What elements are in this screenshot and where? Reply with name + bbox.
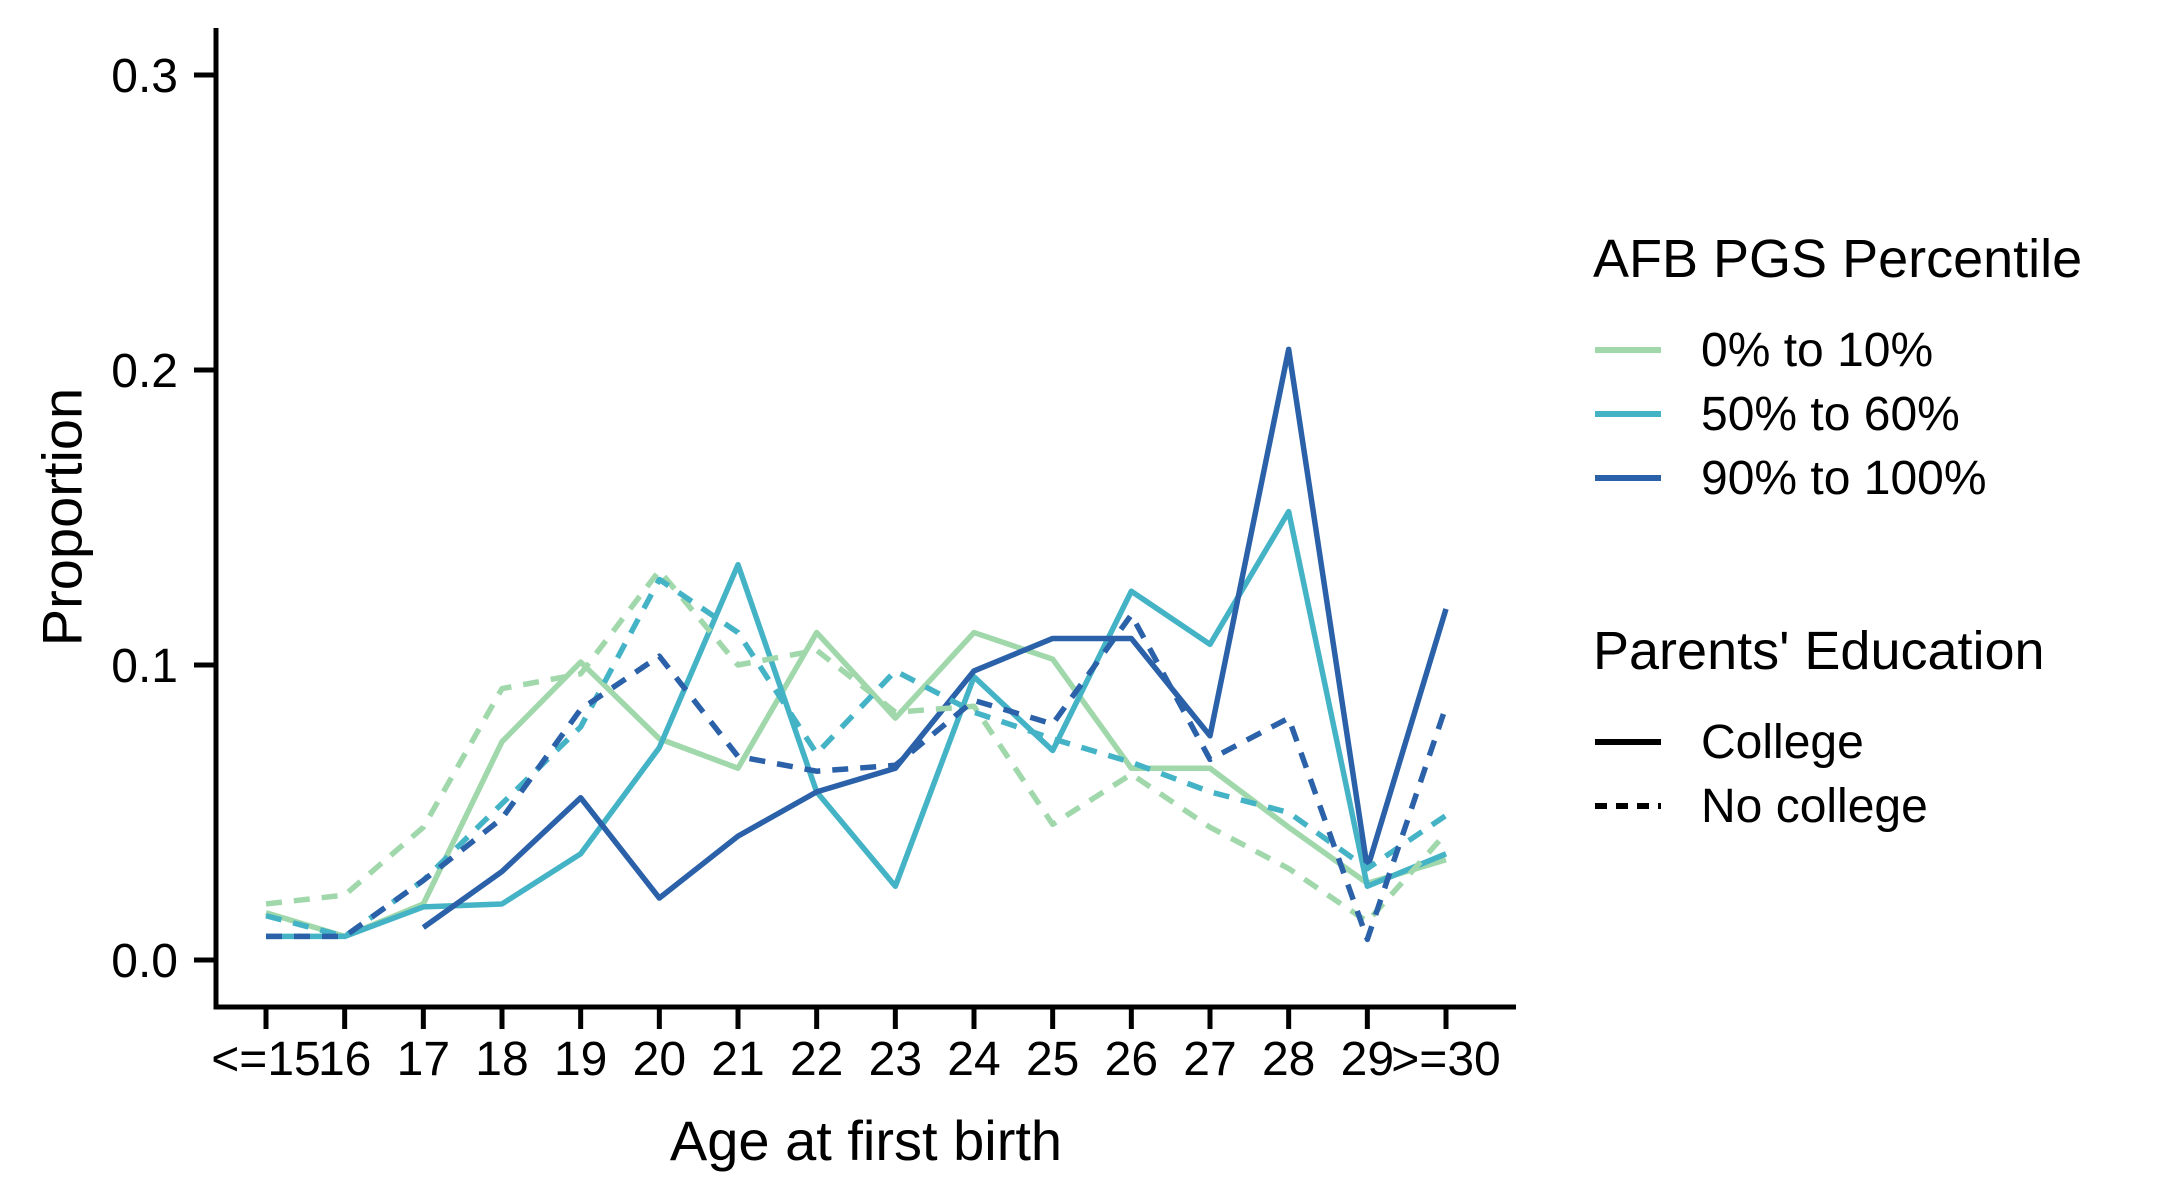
legend-label: 50% to 60% [1701,387,1960,441]
x-axis-title: Age at first birth [669,1109,1063,1172]
x-tick-label: 27 [1183,1033,1236,1086]
y-tick-label: 0.2 [111,345,178,398]
x-tick-label: 26 [1105,1033,1158,1086]
legend-item-0-to-10-: 0% to 10% [1593,318,2082,382]
series-line-50-to-60-college [266,508,1448,940]
legend-label: 90% to 100% [1701,451,1987,505]
series-line-0-to-10-college [265,629,1447,940]
y-tick-label: 0.1 [111,640,178,693]
legend-swatch-90-to-100- [1593,463,1663,493]
legend-swatch-50-to-60- [1593,399,1663,429]
series-line-50-to-60-no-college [265,576,1448,940]
legend-swatch-college [1593,727,1663,757]
x-tick-label: 17 [397,1033,450,1086]
legend-item-90-to-100-: 90% to 100% [1593,446,2082,510]
legend-swatch-no-college [1593,791,1663,821]
series-line-0-to-10-no-college [265,567,1449,925]
legend-color-entries: 0% to 10% 50% to 60% 90% to 100% [1593,318,2082,510]
legend-title-parents-education: Parents' Education [1593,621,2045,681]
legend-item-no-college: No college [1593,774,2082,838]
legend-label: 0% to 10% [1701,323,1934,377]
x-tick-label: 29 [1341,1033,1394,1086]
y-axis-title: Proportion [30,387,94,647]
legend-linetype-entries: College No college [1593,710,2082,838]
x-tick-label: 23 [869,1033,922,1086]
x-tick-label: >=30 [1391,1033,1500,1086]
x-tick-label: 20 [633,1033,686,1086]
x-tick-label: 24 [947,1033,1000,1086]
legend: AFB PGS Percentile 0% to 10% 50% to 60% 90… [1593,228,2082,838]
legend-item-college: College [1593,710,2082,774]
y-tick-label: 0.3 [111,50,178,103]
x-tick-label: 25 [1026,1033,1079,1086]
x-tick-label: <=15 [211,1033,320,1086]
legend-label: No college [1701,779,1928,833]
x-tick-label: 28 [1262,1033,1315,1086]
legend-title-pgs-percentile: AFB PGS Percentile [1593,229,2083,289]
x-tick-label: 18 [475,1033,528,1086]
y-tick-label: 0.0 [111,935,178,988]
x-tick-label: 16 [318,1033,371,1086]
x-tick-label: 22 [790,1033,843,1086]
legend-item-50-to-60-: 50% to 60% [1593,382,2082,446]
x-tick-label: 21 [711,1033,764,1086]
series-line-90-to-100-no-college [266,612,1449,943]
series-line-90-to-100-college [421,346,1449,930]
legend-label: College [1701,715,1864,769]
x-tick-label: 19 [554,1033,607,1086]
legend-swatch-0-to-10- [1593,335,1663,365]
